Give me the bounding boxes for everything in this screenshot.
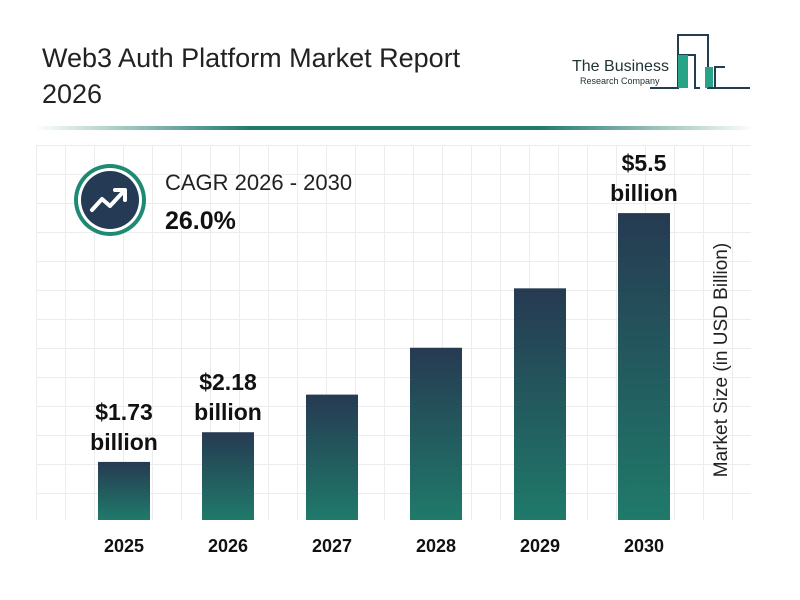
data-label: $5.5 — [622, 150, 667, 176]
data-label: $1.73 — [95, 399, 153, 425]
bar-2029 — [514, 288, 566, 520]
x-tick-label: 2027 — [312, 536, 352, 556]
bar-2030 — [618, 213, 670, 520]
bar-2026 — [202, 432, 254, 520]
logo-line1: The Business — [572, 58, 669, 75]
divider — [35, 126, 755, 130]
bar-2027 — [306, 394, 358, 520]
data-label: billion — [194, 399, 262, 425]
cagr-label: CAGR 2026 - 2030 — [165, 170, 353, 195]
cagr-value: 26.0% — [165, 207, 236, 235]
data-label: billion — [90, 429, 158, 455]
bar-2025 — [98, 461, 150, 520]
logo-buildings-icon — [650, 34, 750, 89]
page-title: Web3 Auth Platform Market Report 2026 — [42, 43, 461, 109]
data-label: $2.18 — [199, 369, 257, 395]
logo-line2: Research Company — [580, 76, 660, 86]
trend-up-arrow-icon — [74, 164, 146, 236]
bar-2028 — [410, 347, 462, 520]
x-tick-label: 2026 — [208, 536, 248, 556]
x-tick-label: 2029 — [520, 536, 560, 556]
company-logo: The Business Research Company — [560, 30, 760, 100]
y-axis-label: Market Size (in USD Billion) — [711, 242, 732, 478]
data-label: billion — [610, 180, 678, 206]
x-tick-label: 2028 — [416, 536, 456, 556]
x-tick-label: 2025 — [104, 536, 144, 556]
x-tick-label: 2030 — [624, 536, 664, 556]
